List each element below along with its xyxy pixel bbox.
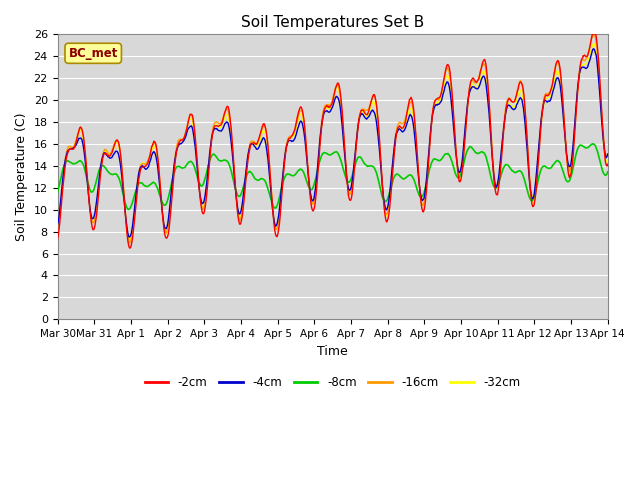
Line: -32cm: -32cm bbox=[58, 44, 608, 240]
-8cm bbox=[54, 190, 61, 195]
-2cm bbox=[177, 137, 184, 143]
-32cm bbox=[63, 148, 71, 154]
Line: -16cm: -16cm bbox=[58, 35, 608, 242]
Line: -8cm: -8cm bbox=[58, 144, 608, 210]
-8cm bbox=[63, 158, 71, 164]
-8cm bbox=[120, 195, 128, 201]
-8cm bbox=[206, 157, 214, 163]
-32cm bbox=[400, 124, 408, 130]
-4cm bbox=[589, 46, 597, 52]
-16cm bbox=[177, 136, 184, 142]
-4cm bbox=[206, 149, 214, 155]
X-axis label: Time: Time bbox=[317, 345, 348, 358]
-16cm bbox=[63, 146, 71, 152]
-8cm bbox=[589, 141, 597, 146]
-4cm bbox=[400, 128, 408, 133]
-16cm bbox=[120, 192, 128, 198]
Line: -4cm: -4cm bbox=[58, 49, 608, 237]
-8cm bbox=[125, 207, 132, 213]
Title: Soil Temperatures Set B: Soil Temperatures Set B bbox=[241, 15, 424, 30]
-16cm bbox=[54, 225, 61, 230]
-8cm bbox=[604, 169, 612, 175]
-2cm bbox=[400, 123, 408, 129]
-32cm bbox=[54, 224, 61, 230]
-16cm bbox=[417, 190, 424, 196]
Legend: -2cm, -4cm, -8cm, -16cm, -32cm: -2cm, -4cm, -8cm, -16cm, -32cm bbox=[140, 371, 525, 394]
-4cm bbox=[63, 149, 71, 155]
-2cm bbox=[54, 236, 61, 242]
-2cm bbox=[63, 151, 71, 156]
-4cm bbox=[417, 189, 424, 195]
-16cm bbox=[400, 120, 408, 125]
-16cm bbox=[604, 151, 612, 157]
-32cm bbox=[417, 192, 424, 198]
Y-axis label: Soil Temperature (C): Soil Temperature (C) bbox=[15, 112, 28, 241]
-2cm bbox=[417, 192, 424, 198]
-32cm bbox=[120, 194, 128, 200]
-4cm bbox=[125, 234, 133, 240]
-2cm bbox=[126, 245, 134, 251]
-32cm bbox=[206, 152, 214, 157]
-32cm bbox=[125, 238, 133, 243]
-2cm bbox=[589, 31, 596, 37]
-8cm bbox=[417, 194, 424, 200]
Text: BC_met: BC_met bbox=[68, 47, 118, 60]
-32cm bbox=[590, 41, 598, 47]
-8cm bbox=[177, 165, 184, 170]
-16cm bbox=[206, 151, 214, 156]
-2cm bbox=[604, 161, 612, 167]
Line: -2cm: -2cm bbox=[58, 34, 608, 248]
-2cm bbox=[206, 156, 214, 161]
-4cm bbox=[604, 151, 612, 157]
-2cm bbox=[120, 194, 128, 200]
-16cm bbox=[125, 240, 133, 245]
-4cm bbox=[54, 222, 61, 228]
-32cm bbox=[604, 156, 612, 162]
-4cm bbox=[120, 197, 128, 203]
-8cm bbox=[400, 176, 408, 182]
-32cm bbox=[177, 138, 184, 144]
-4cm bbox=[177, 141, 184, 147]
-16cm bbox=[589, 32, 597, 38]
